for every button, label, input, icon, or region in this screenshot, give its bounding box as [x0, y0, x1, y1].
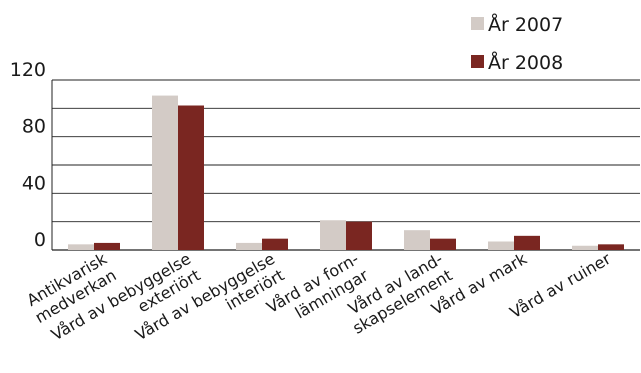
bar-År-2007-4	[404, 230, 430, 250]
bar-År-2008-0	[94, 242, 120, 250]
y-tick-label: 0	[34, 229, 46, 251]
bar-År-2008-5	[514, 235, 540, 250]
y-axis-ticks: 0 40 80 120	[10, 59, 46, 251]
gridlines	[51, 79, 640, 251]
bar-År-2008-2	[262, 238, 288, 250]
bar-År-2008-3	[346, 221, 372, 250]
bar-År-2008-1	[178, 105, 204, 250]
bar-År-2007-3	[320, 220, 346, 250]
bar-År-2007-6	[572, 245, 598, 250]
legend: År 2007 År 2008	[471, 13, 563, 74]
legend-swatch-2008	[471, 55, 484, 68]
legend-label-2008: År 2008	[488, 51, 563, 74]
legend-swatch-2007	[471, 17, 484, 30]
bar-År-2007-0	[68, 244, 94, 250]
bar-År-2008-4	[430, 238, 456, 250]
y-tick-label: 120	[10, 59, 46, 81]
legend-label-2007: År 2007	[488, 13, 563, 36]
bar-År-2007-5	[488, 241, 514, 250]
y-tick-label: 80	[22, 116, 46, 138]
bar-År-2007-1	[152, 95, 178, 250]
y-tick-label: 40	[22, 172, 46, 194]
bar-År-2008-6	[598, 244, 624, 250]
bars	[68, 95, 624, 250]
bar-År-2007-2	[236, 242, 262, 250]
